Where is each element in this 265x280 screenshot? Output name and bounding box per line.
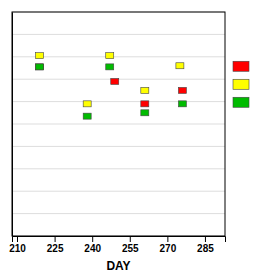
grid-line — [12, 124, 225, 125]
marker — [36, 64, 44, 70]
x-tick-label: 285 — [197, 243, 214, 254]
marker — [141, 87, 149, 93]
x-tick-label: 270 — [160, 243, 177, 254]
marker — [141, 110, 149, 116]
marker — [36, 53, 44, 59]
marker — [178, 101, 186, 107]
x-tick-label: 225 — [47, 243, 64, 254]
grid-line — [12, 168, 225, 169]
grid-line — [12, 146, 225, 147]
marker — [106, 53, 114, 59]
marker — [141, 101, 149, 107]
x-tick-label: 210 — [9, 243, 26, 254]
grid-line — [12, 56, 225, 57]
x-axis-line — [13, 237, 226, 243]
x-tick-mark — [55, 236, 56, 242]
grid-line — [12, 213, 225, 214]
legend-swatch — [233, 97, 249, 107]
marker — [83, 101, 91, 107]
x-tick: 285 — [197, 236, 214, 254]
series — [36, 53, 184, 107]
x-tick: 240 — [84, 236, 101, 254]
plot-frame — [12, 12, 225, 236]
x-tick-label: 255 — [122, 243, 139, 254]
x-tick: 225 — [47, 236, 64, 254]
marker — [178, 87, 186, 93]
x-tick-mark — [17, 236, 18, 242]
marker — [176, 63, 184, 69]
series — [36, 64, 187, 107]
x-tick: 270 — [160, 236, 177, 254]
marker — [111, 78, 119, 84]
chart: 210 225 240 255 270 285 DAY — [0, 0, 265, 280]
grid — [12, 12, 225, 236]
marker — [106, 64, 114, 70]
grid-line — [12, 101, 225, 102]
x-axis: 210 225 240 255 270 285 — [9, 236, 225, 254]
marker — [36, 64, 44, 70]
marks — [36, 53, 187, 119]
x-axis-title: DAY — [106, 259, 130, 273]
legend-swatch — [233, 61, 249, 71]
grid-line — [12, 191, 225, 192]
series — [36, 64, 187, 119]
x-tick-label: 240 — [84, 243, 101, 254]
legend-swatch — [233, 79, 249, 89]
legend — [233, 61, 249, 107]
x-tick: 255 — [122, 236, 139, 254]
x-tick-mark — [167, 236, 168, 242]
x-tick: 210 — [9, 236, 26, 254]
x-tick-mark — [130, 236, 131, 242]
x-tick-mark — [205, 236, 206, 242]
grid-line — [12, 34, 225, 35]
marker — [83, 113, 91, 119]
x-tick-mark — [92, 236, 93, 242]
